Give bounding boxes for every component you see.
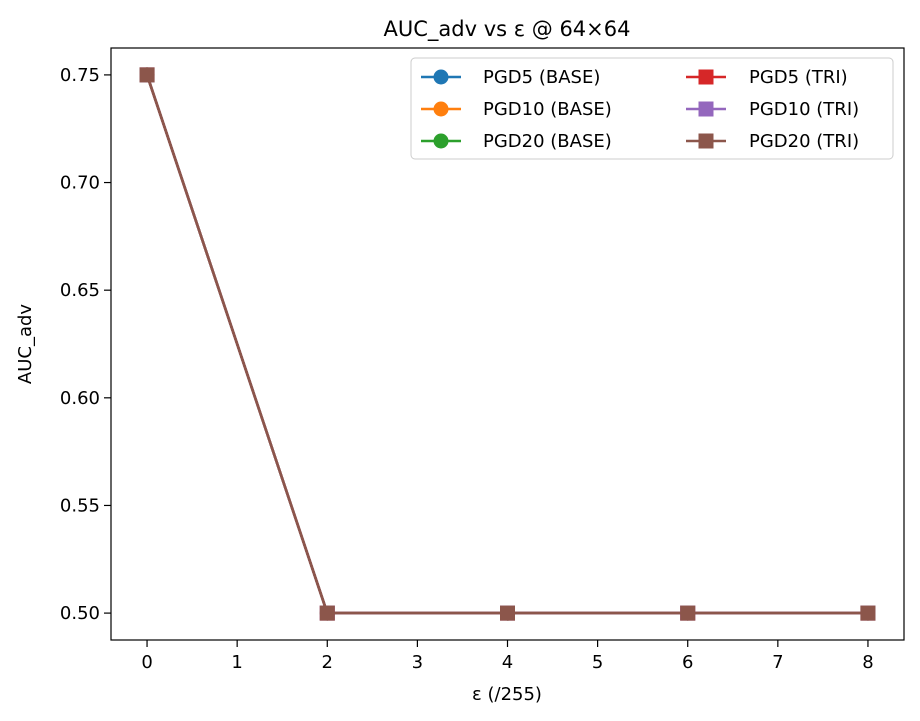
- y-tick-label: 0.55: [60, 495, 100, 516]
- legend-frame: [410, 57, 894, 160]
- legend-label: PGD10 (TRI): [749, 99, 859, 120]
- legend-item: PGD5 (BASE): [421, 67, 600, 88]
- data-point: [319, 605, 335, 621]
- legend-label: PGD5 (TRI): [749, 67, 848, 88]
- x-axis-label: ε (/255): [472, 684, 542, 705]
- x-tick-label: 5: [592, 652, 603, 673]
- x-tick-label: 0: [141, 652, 152, 673]
- legend-item: PGD10 (TRI): [686, 99, 859, 120]
- x-tick-label: 6: [682, 652, 693, 673]
- x-tick-label: 8: [862, 652, 873, 673]
- y-axis-ticks: 0.50 0.55 0.60 0.65 0.70 0.75: [60, 65, 111, 624]
- data-point: [500, 605, 515, 621]
- y-tick-label: 0.75: [60, 65, 100, 86]
- legend-label: PGD20 (BASE): [483, 131, 612, 152]
- y-tick-label: 0.70: [60, 173, 100, 194]
- legend-marker: [433, 69, 449, 85]
- series-6: [139, 67, 876, 621]
- x-tick-label: 7: [772, 652, 783, 673]
- data-point: [860, 605, 876, 621]
- y-tick-label: 0.50: [60, 603, 100, 624]
- x-tick-label: 1: [231, 652, 242, 673]
- legend-item: PGD5 (TRI): [686, 67, 848, 88]
- legend-item: PGD10 (BASE): [421, 99, 612, 120]
- y-axis-label: AUC_adv: [15, 304, 36, 385]
- series-layer: [139, 67, 876, 621]
- data-point: [139, 67, 155, 83]
- x-axis-ticks: 0 1 2 3 4 5 6 7 8: [141, 640, 874, 673]
- legend-label: PGD10 (BASE): [483, 99, 612, 120]
- legend-marker: [433, 101, 449, 117]
- chart-title: AUC_adv vs ε @ 64×64: [384, 17, 631, 42]
- x-tick-label: 3: [412, 652, 423, 673]
- x-tick-label: 2: [322, 652, 333, 673]
- x-tick-label: 4: [502, 652, 513, 673]
- legend-marker: [698, 101, 714, 117]
- y-tick-label: 0.60: [60, 388, 100, 409]
- legend-marker: [433, 133, 449, 149]
- data-point: [680, 605, 696, 621]
- legend-item: PGD20 (BASE): [421, 131, 612, 152]
- legend-label: PGD20 (TRI): [749, 131, 859, 152]
- y-tick-label: 0.65: [60, 280, 100, 301]
- legend-label: PGD5 (BASE): [483, 67, 600, 88]
- legend-marker: [698, 69, 714, 85]
- legend-marker: [698, 133, 714, 149]
- legend: PGD5 (BASE) PGD10 (BASE) PGD20 (BASE) PGD5 …: [410, 57, 894, 160]
- plot-frame: [110, 47, 905, 641]
- legend-item: PGD20 (TRI): [686, 131, 859, 152]
